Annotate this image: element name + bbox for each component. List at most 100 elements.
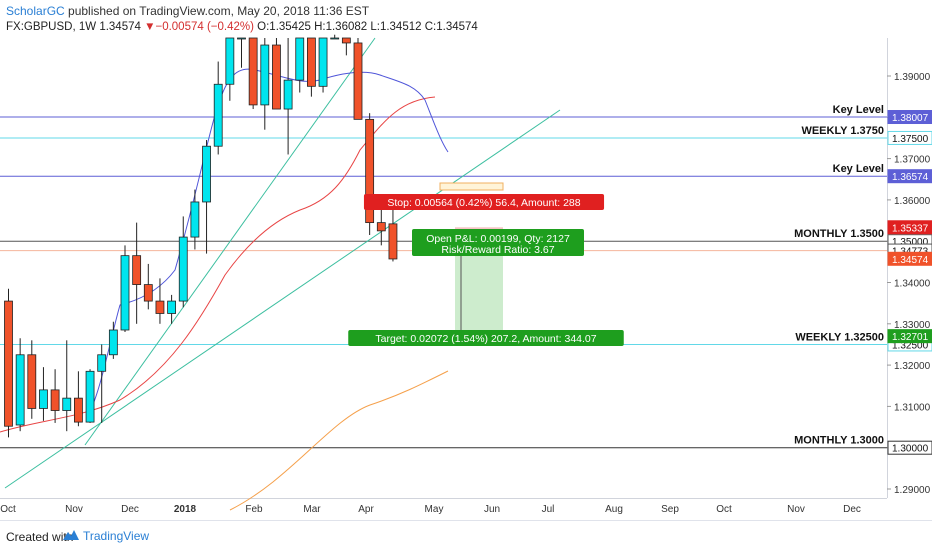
tradingview-link[interactable]: TradingView bbox=[62, 529, 149, 544]
y-tick-label: 1.36000 bbox=[894, 196, 931, 207]
tradingview-brand: TradingView bbox=[83, 529, 150, 543]
candle-body bbox=[341, 37, 351, 44]
level-label: Key Level bbox=[833, 163, 884, 175]
candle-body bbox=[248, 37, 258, 106]
x-tick-label: Nov bbox=[787, 504, 805, 515]
x-tick-label: Apr bbox=[358, 504, 374, 515]
level-label: WEEKLY 1.32500 bbox=[795, 331, 884, 343]
y-tick-label: 1.29000 bbox=[894, 485, 931, 496]
alert-box bbox=[439, 182, 504, 191]
last-price: 1.34574 bbox=[99, 21, 141, 33]
x-tick-label: Aug bbox=[605, 504, 623, 515]
candle-body bbox=[108, 329, 118, 356]
x-tick-label: Sep bbox=[661, 504, 679, 515]
ohlc-close: C:1.34574 bbox=[424, 21, 478, 33]
candle-body bbox=[190, 201, 200, 238]
candle-body bbox=[318, 37, 328, 87]
candle-body bbox=[365, 118, 375, 224]
price-change: −0.00574 (−0.42%) bbox=[155, 21, 254, 33]
y-tick-label: 1.39000 bbox=[894, 72, 931, 83]
publish-info: published on TradingView.com, May 20, 20… bbox=[68, 4, 370, 18]
candle-body bbox=[330, 37, 340, 40]
candle-body bbox=[306, 37, 316, 87]
price-badge-label: 1.30000 bbox=[892, 444, 929, 455]
x-tick-label: 2018 bbox=[174, 504, 197, 515]
ohlc-open: O:1.35425 bbox=[257, 21, 311, 33]
price-badge-label: 1.32500 bbox=[892, 340, 929, 351]
candle-body bbox=[85, 370, 95, 423]
ohlc-line: FX:GBPUSD, 1W 1.34574 ▼−0.00574 (−0.42%)… bbox=[6, 21, 478, 33]
candle-body bbox=[260, 44, 270, 106]
x-tick-label: Mar bbox=[303, 504, 321, 515]
stop-label-bg bbox=[363, 194, 605, 210]
price-badge-label: 1.35000 bbox=[892, 237, 929, 248]
price-badge-label: 1.32701 bbox=[892, 332, 929, 343]
y-tick-label: 1.31000 bbox=[894, 402, 931, 413]
price-badge bbox=[887, 440, 932, 455]
candle-body bbox=[178, 236, 188, 302]
candle-body bbox=[62, 397, 72, 411]
x-tick-label: Dec bbox=[121, 504, 139, 515]
open-pnl-label: Open P&L: 0.00199, Qty: 2127 bbox=[426, 233, 570, 245]
x-tick-label: Jun bbox=[484, 504, 500, 515]
price-chart[interactable]: 1.29000 1.30000 1.31000 1.32000 1.33000 1.340… bbox=[0, 0, 932, 520]
price-badge bbox=[887, 220, 932, 235]
price-badge-label: 1.35337 bbox=[892, 223, 929, 234]
candle-body bbox=[225, 37, 235, 85]
candle-body bbox=[237, 37, 246, 40]
x-tick-label: Oct bbox=[716, 504, 732, 515]
candle-body bbox=[143, 284, 153, 302]
candle-body bbox=[283, 79, 293, 110]
candle-body bbox=[27, 354, 37, 409]
candle-body bbox=[388, 223, 398, 260]
level-label: Key Level bbox=[833, 104, 884, 116]
price-badge-label: 1.38007 bbox=[892, 113, 929, 124]
ohlc-high: H:1.36082 bbox=[314, 21, 368, 33]
trend-line-upper bbox=[84, 37, 376, 446]
tradingview-logo-icon bbox=[62, 529, 80, 544]
y-tick-label: 1.32000 bbox=[894, 361, 931, 372]
reward-zone bbox=[455, 250, 503, 337]
mid-moving-average-line bbox=[0, 96, 436, 433]
author-link[interactable]: ScholarGC bbox=[6, 4, 65, 18]
publish-line: ScholarGC published on TradingView.com, … bbox=[6, 4, 369, 18]
candle-body bbox=[50, 389, 60, 411]
price-badge-label: 1.37500 bbox=[892, 134, 929, 145]
chart-header: ScholarGC published on TradingView.com, … bbox=[0, 0, 932, 38]
candle-body bbox=[202, 145, 211, 203]
price-badge-label: 1.36574 bbox=[892, 172, 929, 183]
down-arrow-icon: ▼ bbox=[144, 21, 156, 33]
x-tick-label: Oct bbox=[0, 504, 16, 515]
stop-label: Stop: 0.00564 (0.42%) 56.4, Amount: 288 bbox=[387, 197, 580, 209]
target-label: Target: 0.02072 (1.54%) 207.2, Amount: 3… bbox=[375, 333, 596, 345]
price-badge bbox=[887, 169, 932, 184]
candle-body bbox=[120, 255, 130, 331]
level-label: MONTHLY 1.3500 bbox=[794, 228, 884, 240]
slow-moving-average-line bbox=[229, 370, 449, 511]
price-badge bbox=[887, 251, 932, 266]
target-label-bg bbox=[348, 330, 624, 346]
candle-body bbox=[39, 389, 48, 409]
candle-body bbox=[272, 44, 281, 110]
created-with-text: Created with bbox=[6, 530, 74, 544]
footer: Created with TradingView bbox=[0, 520, 932, 551]
candle-body bbox=[4, 300, 13, 427]
y-tick-label: 1.37000 bbox=[894, 155, 931, 166]
candle-body bbox=[167, 300, 177, 314]
y-tick-label: 1.33000 bbox=[894, 320, 931, 331]
x-tick-label: Dec bbox=[843, 504, 861, 515]
x-tick-label: Nov bbox=[65, 504, 83, 515]
price-badge bbox=[887, 130, 932, 145]
candle-body bbox=[97, 354, 107, 372]
candle-body bbox=[15, 354, 25, 426]
y-tick-label: 1.34000 bbox=[894, 279, 931, 290]
price-badge bbox=[887, 110, 932, 125]
candle-body bbox=[155, 300, 165, 314]
price-badge-label: 1.34574 bbox=[892, 255, 929, 266]
trend-line-lower bbox=[4, 109, 561, 489]
candle-body bbox=[213, 83, 223, 147]
candle-body bbox=[74, 397, 83, 423]
x-tick-label: May bbox=[425, 504, 444, 515]
price-badge bbox=[887, 329, 932, 344]
candle-body bbox=[376, 222, 386, 232]
